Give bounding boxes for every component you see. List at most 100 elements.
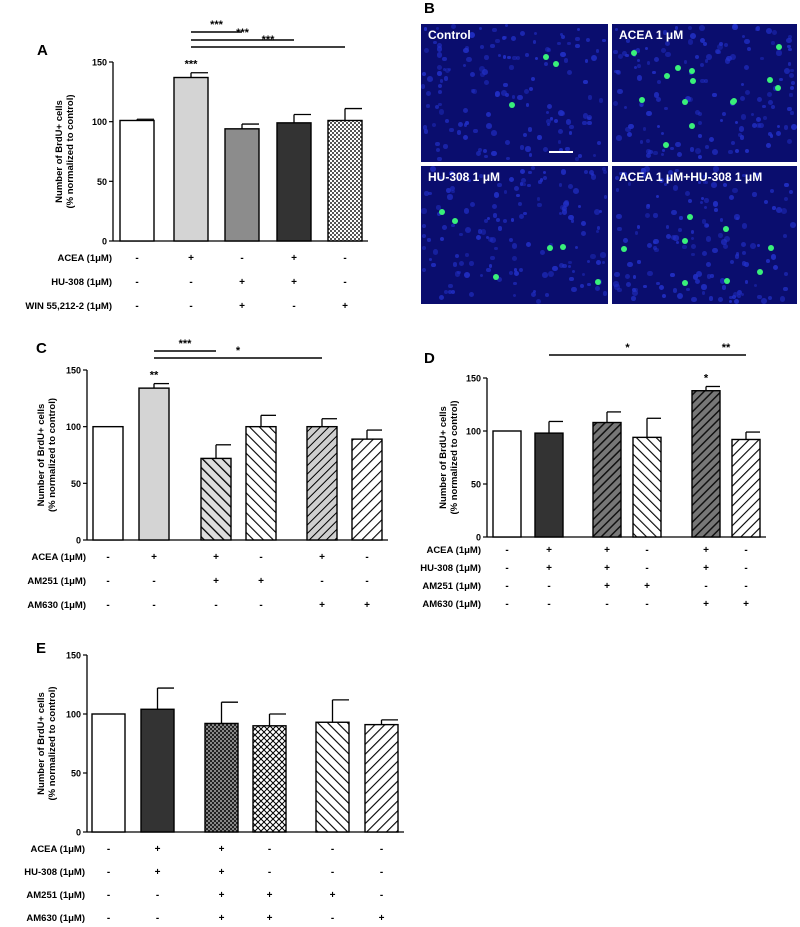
treatment-sign: - xyxy=(135,277,138,288)
micro-label: HU-308 1 μM xyxy=(428,170,501,184)
nucleus-dot xyxy=(478,173,483,178)
treatment-sign: + xyxy=(379,913,385,924)
treatment-sign: + xyxy=(604,581,610,592)
y-tick-label: 50 xyxy=(97,177,107,187)
nucleus-dot xyxy=(427,238,431,242)
brdu-cell-dot xyxy=(639,96,646,103)
brdu-cell-dot xyxy=(723,278,730,285)
nucleus-dot xyxy=(462,47,469,54)
treatment-sign: + xyxy=(155,867,161,878)
nucleus-dot xyxy=(734,148,740,154)
treatment-sign: - xyxy=(704,581,707,592)
nucleus-dot xyxy=(431,262,437,268)
significance-marker: ** xyxy=(150,370,159,382)
treatment-sign: - xyxy=(259,552,262,563)
nucleus-dot xyxy=(654,247,660,253)
nucleus-dot xyxy=(517,201,523,207)
treatment-label: AM251 (1μM) xyxy=(27,576,86,587)
nucleus-dot xyxy=(665,40,671,46)
nucleus-dot xyxy=(435,26,440,31)
brdu-cell-dot xyxy=(547,245,554,252)
nucleus-dot xyxy=(631,296,636,301)
nucleus-dot xyxy=(783,125,789,130)
nucleus-dot xyxy=(513,268,518,272)
micro-label: ACEA 1 μM+HU-308 1 μM xyxy=(619,170,763,184)
nucleus-dot xyxy=(645,138,650,143)
treatment-sign: + xyxy=(743,599,749,610)
nucleus-dot xyxy=(494,92,500,97)
nucleus-dot xyxy=(426,104,430,108)
nucleus-dot xyxy=(463,63,467,67)
nucleus-dot xyxy=(767,296,773,301)
nucleus-dot xyxy=(719,218,724,222)
nucleus-dot xyxy=(713,208,718,213)
bar xyxy=(200,457,232,541)
nucleus-dot xyxy=(691,252,695,257)
nucleus-dot xyxy=(704,79,708,83)
nucleus-dot xyxy=(559,32,563,37)
nucleus-dot xyxy=(700,196,705,201)
treatment-sign: - xyxy=(152,576,155,587)
nucleus-dot xyxy=(617,288,622,293)
nucleus-dot xyxy=(580,284,584,289)
significance-bracket-label: *** xyxy=(236,27,250,39)
nucleus-dot xyxy=(518,213,524,219)
nucleus-dot xyxy=(459,233,463,237)
significance-marker: *** xyxy=(185,59,199,71)
nucleus-dot xyxy=(480,71,485,77)
nucleus-dot xyxy=(530,166,535,170)
nucleus-dot xyxy=(686,287,690,292)
nucleus-dot xyxy=(771,254,777,260)
nucleus-dot xyxy=(443,76,449,81)
nucleus-dot xyxy=(698,111,702,116)
treatment-sign: - xyxy=(135,253,138,264)
treatment-sign: - xyxy=(645,545,648,556)
nucleus-dot xyxy=(673,235,679,241)
nucleus-dot xyxy=(646,61,651,65)
nucleus-dot xyxy=(478,66,485,72)
nucleus-dot xyxy=(702,41,707,46)
treatment-sign: + xyxy=(319,600,325,611)
nucleus-dot xyxy=(626,282,631,288)
nucleus-dot xyxy=(523,211,527,216)
nucleus-dot xyxy=(600,252,606,258)
significance-bracket-label: * xyxy=(625,342,630,354)
nucleus-dot xyxy=(653,245,657,250)
nucleus-dot xyxy=(721,285,727,290)
brdu-cell-dot xyxy=(543,54,550,61)
nucleus-dot xyxy=(565,118,572,125)
nucleus-dot xyxy=(436,205,441,210)
nucleus-dot xyxy=(445,118,449,123)
nucleus-dot xyxy=(634,231,639,235)
brdu-cell-dot xyxy=(560,243,567,250)
nucleus-dot xyxy=(443,289,448,294)
nucleus-dot xyxy=(422,125,427,130)
nucleus-dot xyxy=(530,292,536,298)
nucleus-dot xyxy=(711,181,717,188)
nucleus-dot xyxy=(439,79,443,83)
nucleus-dot xyxy=(560,51,566,58)
nucleus-dot xyxy=(512,281,517,286)
nucleus-dot xyxy=(740,114,747,121)
nucleus-dot xyxy=(698,155,703,160)
nucleus-dot xyxy=(783,68,790,75)
nucleus-dot xyxy=(776,207,782,214)
nucleus-dot xyxy=(765,143,771,148)
treatment-sign: - xyxy=(645,599,648,610)
nucleus-dot xyxy=(638,101,644,108)
nucleus-dot xyxy=(484,154,488,159)
nucleus-dot xyxy=(581,230,587,237)
nucleus-dot xyxy=(543,176,548,181)
nucleus-dot xyxy=(656,80,661,85)
nucleus-dot xyxy=(656,125,660,129)
treatment-sign: - xyxy=(320,576,323,587)
nucleus-dot xyxy=(735,120,739,124)
nucleus-dot xyxy=(769,134,774,138)
nucleus-dot xyxy=(746,47,751,52)
nucleus-dot xyxy=(661,152,665,156)
nucleus-dot xyxy=(682,244,687,249)
treatment-sign: - xyxy=(331,844,334,855)
significance-bracket-label: *** xyxy=(179,338,193,350)
nucleus-dot xyxy=(478,26,483,31)
nucleus-dot xyxy=(672,185,679,191)
